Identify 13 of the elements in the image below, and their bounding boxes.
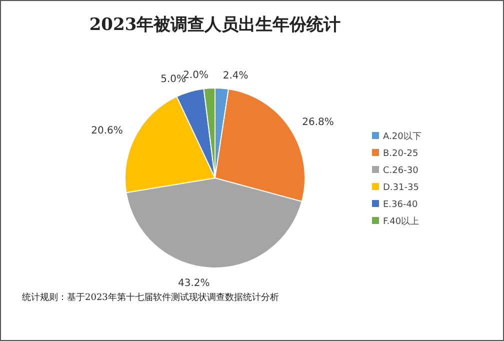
data-label: 2.4%	[222, 70, 248, 82]
data-label: 5.0%	[160, 74, 186, 86]
data-label: 20.6%	[91, 126, 123, 137]
legend-label: F.40以上	[383, 216, 420, 227]
legend-label: C.26-30	[383, 166, 419, 176]
legend-label: A.20以下	[383, 131, 422, 142]
data-label: 43.2%	[178, 278, 210, 289]
chart-title: 2023年被调查人员出生年份统计	[89, 15, 341, 35]
data-label: 26.8%	[302, 117, 334, 128]
text: 统计规则：基于2023年第十七届软件测试现状调查数据统计分析	[22, 292, 279, 303]
legend-label: B.20-25	[383, 149, 418, 159]
legend-label: D.31-35	[383, 183, 419, 193]
legend-label: E.36-40	[383, 200, 418, 210]
